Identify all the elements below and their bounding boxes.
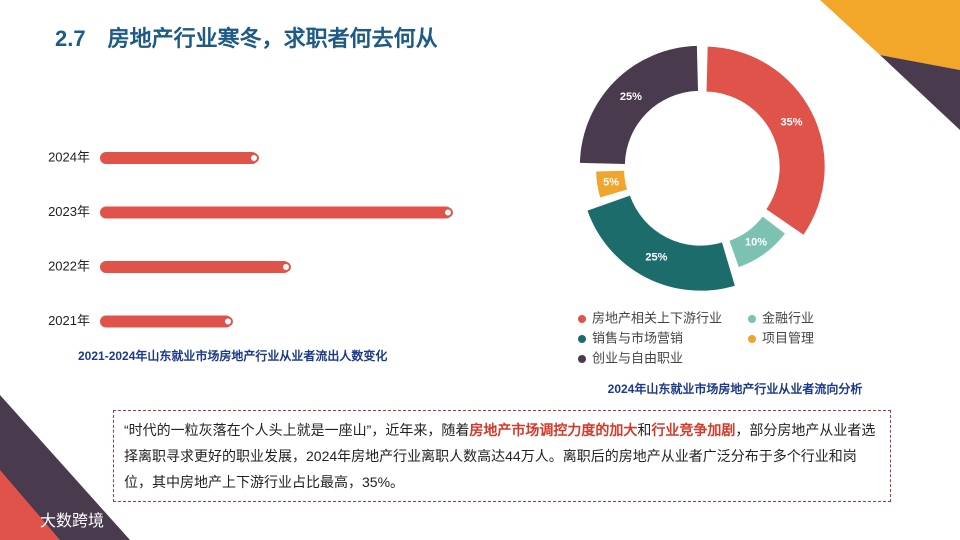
data-label: 25% xyxy=(645,251,667,263)
legend-label: 金融行业 xyxy=(762,310,814,325)
donut-segment xyxy=(706,46,825,235)
legend-swatch xyxy=(748,335,756,343)
donut-segment xyxy=(729,216,785,268)
data-label: 10% xyxy=(745,236,767,248)
logo: 大数跨境 xyxy=(40,511,104,530)
y-tick-label: 2022年 xyxy=(48,258,90,273)
paragraph-text: ，部分房地产从业者选择离职寻求更好的职业发展，2024年房地产行业离职人数高达4… xyxy=(124,422,876,490)
paragraph-text: 和 xyxy=(637,422,652,438)
data-label: 25% xyxy=(620,91,642,103)
decor xyxy=(0,470,60,540)
bar xyxy=(100,206,452,219)
y-tick-label: 2021年 xyxy=(48,313,90,328)
paragraph-text: 行业竞争加剧 xyxy=(651,422,736,438)
paragraph-text: “时代的一粒灰落在个人头上就是一座山”，近年来，随着 xyxy=(124,422,470,438)
text-box: “时代的一粒灰落在个人头上就是一座山”，近年来，随着房地产市场调控力度的加大和行… xyxy=(113,410,891,502)
legend-swatch xyxy=(748,315,756,323)
chart-caption: 2021-2024年山东就业市场房地产行业从业者流出人数变化 xyxy=(78,348,387,363)
y-tick-label: 2024年 xyxy=(48,149,90,164)
bar-end xyxy=(223,316,233,327)
legend-label: 创业与自由职业 xyxy=(592,350,683,365)
decor xyxy=(880,55,960,130)
paragraph-text: 房地产市场调控力度的加大 xyxy=(469,422,638,438)
legend-swatch xyxy=(578,355,586,363)
donut-segment xyxy=(579,45,699,165)
data-label: 35% xyxy=(781,116,803,128)
bar xyxy=(100,152,258,164)
slide-title: 2.7 房地产行业寒冬，求职者何去何从 xyxy=(55,26,438,51)
legend-swatch xyxy=(578,335,586,343)
bar xyxy=(100,261,290,273)
bar-end xyxy=(443,207,453,218)
donut-segment xyxy=(587,195,735,291)
bar xyxy=(100,315,232,328)
chart-caption: 2024年山东就业市场房地产行业从业者流向分析 xyxy=(608,381,863,396)
legend-label: 房地产相关上下游行业 xyxy=(592,310,722,325)
decor xyxy=(0,395,130,540)
data-label: 5% xyxy=(603,176,619,188)
donut-segment xyxy=(596,170,628,198)
legend-label: 项目管理 xyxy=(762,330,814,345)
legend-swatch xyxy=(578,315,586,323)
decor xyxy=(820,0,960,70)
y-tick-label: 2023年 xyxy=(48,204,90,219)
bar-end xyxy=(249,153,259,163)
bar-end xyxy=(281,262,291,272)
legend-label: 销售与市场营销 xyxy=(592,330,683,345)
